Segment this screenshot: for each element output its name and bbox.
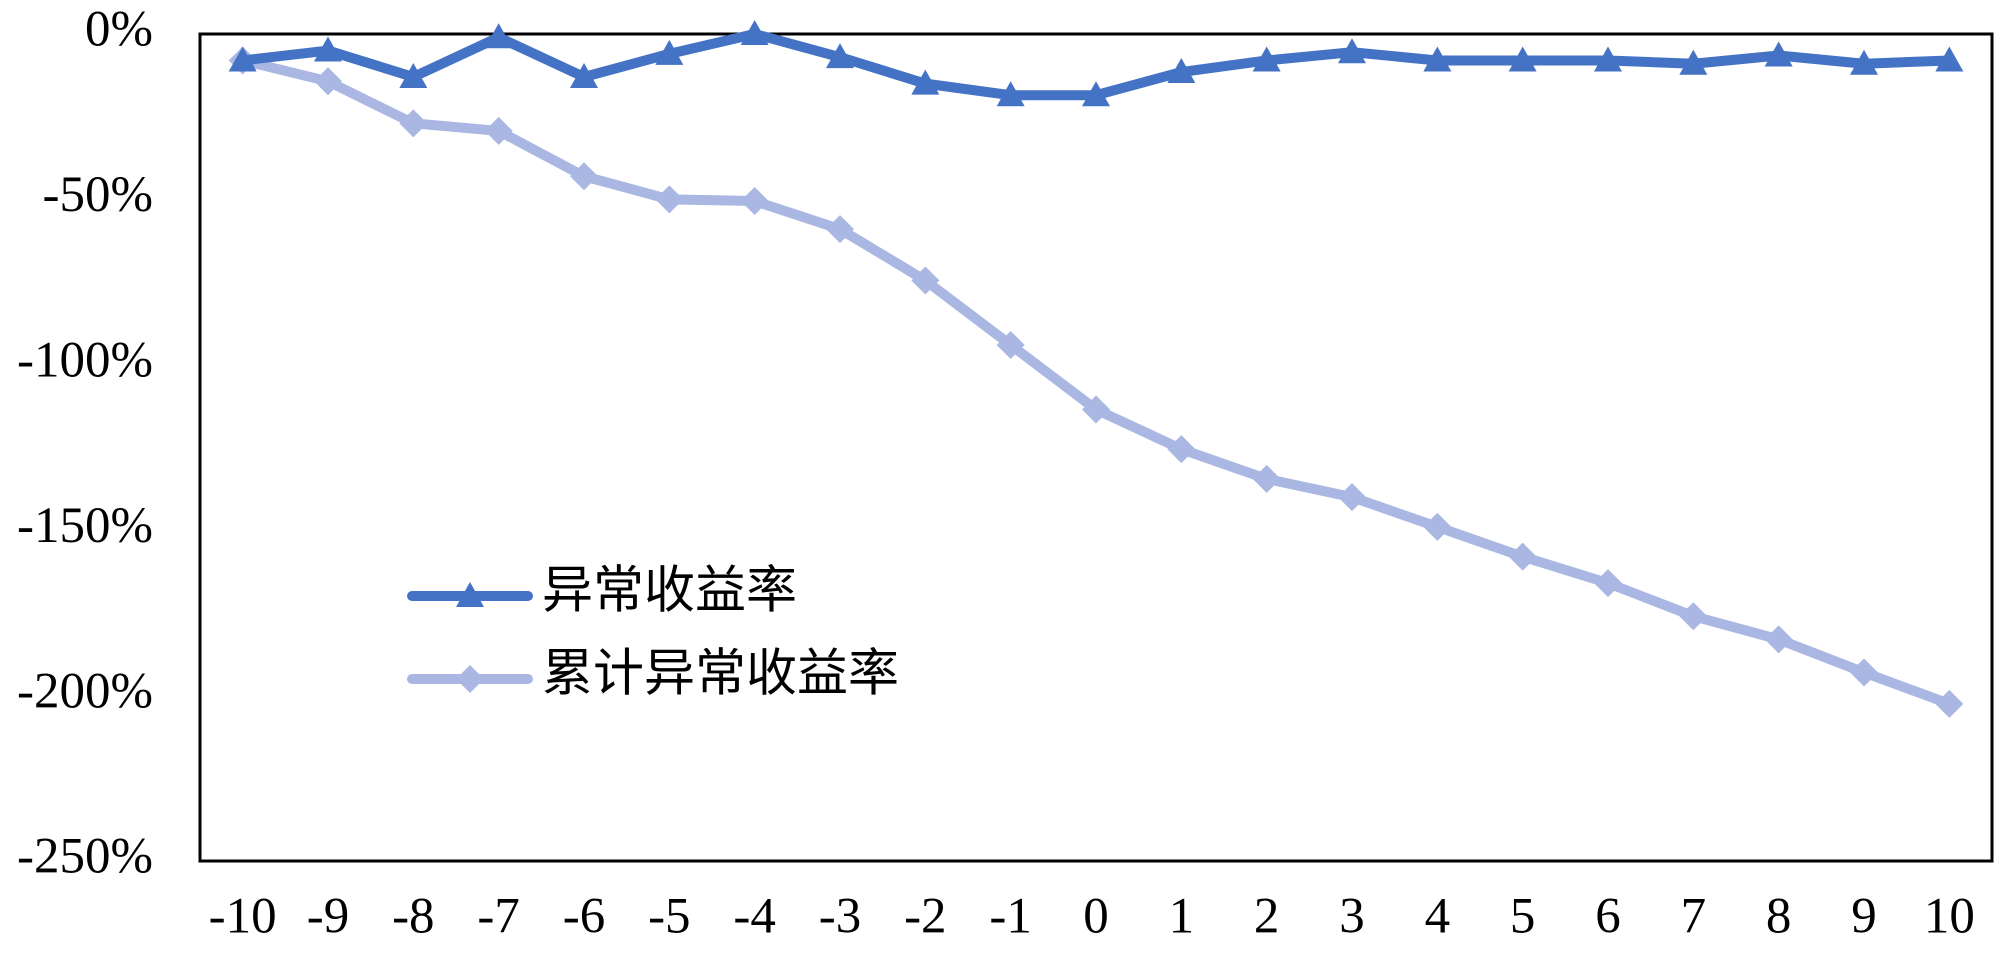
marker [911,266,940,295]
marker [1850,49,1878,75]
x-tick-label: 8 [1766,889,1792,945]
x-tick-label: -4 [733,889,775,945]
marker [399,63,428,89]
x-tick-label: -5 [648,889,690,945]
x-tick-label: -7 [477,889,519,945]
y-tick-label: 0% [85,2,153,58]
plot-frame [198,32,1994,863]
marker [1764,625,1793,654]
marker [314,67,342,96]
x-tick-label: 4 [1425,889,1451,945]
x-tick-label: 2 [1254,889,1280,945]
marker [228,46,257,72]
marker [740,187,769,216]
marker [1935,689,1964,718]
x-tick-label: -1 [989,889,1031,945]
marker [314,36,342,62]
x-tick-label: 5 [1510,889,1536,945]
marker [484,23,513,49]
marker [1508,542,1537,571]
x-tick-label: -8 [392,889,434,945]
marker [1764,41,1793,67]
marker [996,330,1025,359]
legend-marker [456,665,484,693]
marker [484,116,513,145]
y-tick-label: -150% [17,498,153,554]
marker [655,185,684,214]
legend-label: 累计异常收益率 [542,647,899,703]
marker [740,20,769,45]
x-tick-label: 6 [1595,889,1621,945]
marker [1508,46,1537,72]
y-tick-label: -200% [17,663,153,719]
x-tick-label: 0 [1083,889,1109,945]
x-tick-label: -9 [307,889,349,945]
marker [1167,58,1196,84]
marker [1423,512,1452,541]
marker [826,215,854,244]
marker [399,109,428,138]
marker [826,43,854,69]
marker [1252,46,1281,72]
marker [1423,46,1452,72]
y-tick-label: -50% [43,167,153,223]
marker [655,39,684,65]
marker [1679,602,1708,631]
x-tick-label: 1 [1169,889,1195,945]
marker [911,69,940,95]
marker [1594,46,1622,72]
y-tick-label: -250% [17,829,153,885]
x-tick-label: 10 [1924,889,1975,945]
marker [1935,46,1964,72]
marker [1679,49,1708,75]
marker [1338,38,1366,64]
marker [1850,658,1878,687]
marker [570,63,598,89]
x-tick-label: 9 [1851,889,1877,945]
marker [1252,464,1281,493]
y-tick-label: -100% [17,333,153,389]
x-tick-label: 7 [1681,889,1707,945]
marker [996,81,1025,107]
legend-marker [456,582,484,607]
marker [1167,435,1196,464]
marker [1338,483,1366,512]
legend-label: 异常收益率 [542,564,797,620]
marker [570,162,598,191]
marker [1594,569,1622,598]
x-tick-label: -2 [904,889,946,945]
marker [1082,81,1110,107]
x-tick-label: -3 [819,889,861,945]
x-tick-label: 3 [1339,889,1365,945]
marker [1082,395,1110,424]
x-tick-label: -6 [563,889,605,945]
x-tick-label: -10 [209,889,277,945]
